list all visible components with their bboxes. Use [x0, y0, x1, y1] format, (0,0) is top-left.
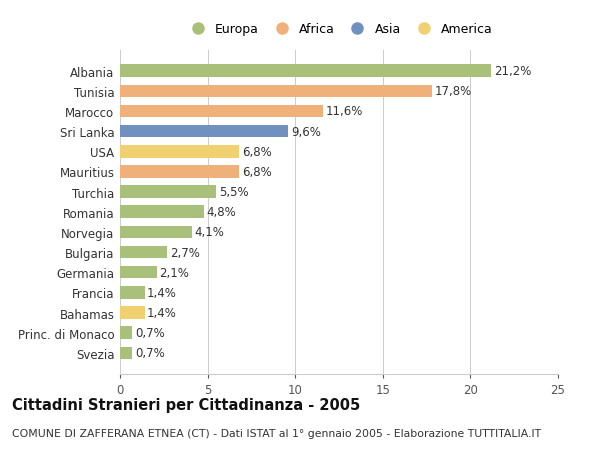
Text: 2,1%: 2,1% — [160, 266, 189, 279]
Text: 17,8%: 17,8% — [434, 85, 472, 98]
Text: 9,6%: 9,6% — [291, 125, 320, 138]
Text: 0,7%: 0,7% — [135, 347, 164, 359]
Text: 5,5%: 5,5% — [219, 186, 248, 199]
Bar — [120, 65, 491, 78]
Text: 1,4%: 1,4% — [147, 286, 177, 299]
Bar — [120, 246, 167, 259]
Bar — [120, 146, 239, 158]
Text: 4,8%: 4,8% — [207, 206, 236, 219]
Text: 6,8%: 6,8% — [242, 146, 272, 158]
Bar — [120, 106, 323, 118]
Bar — [120, 186, 217, 198]
Text: Cittadini Stranieri per Cittadinanza - 2005: Cittadini Stranieri per Cittadinanza - 2… — [12, 397, 360, 412]
Bar — [120, 226, 192, 239]
Bar — [120, 85, 432, 98]
Legend: Europa, Africa, Asia, America: Europa, Africa, Asia, America — [181, 20, 497, 40]
Bar — [120, 266, 157, 279]
Bar — [120, 166, 239, 178]
Text: 2,7%: 2,7% — [170, 246, 200, 259]
Text: 1,4%: 1,4% — [147, 307, 177, 319]
Text: 4,1%: 4,1% — [194, 226, 224, 239]
Bar — [120, 327, 132, 339]
Text: 6,8%: 6,8% — [242, 166, 272, 179]
Text: COMUNE DI ZAFFERANA ETNEA (CT) - Dati ISTAT al 1° gennaio 2005 - Elaborazione TU: COMUNE DI ZAFFERANA ETNEA (CT) - Dati IS… — [12, 428, 541, 438]
Bar — [120, 206, 204, 218]
Text: 21,2%: 21,2% — [494, 65, 532, 78]
Bar — [120, 347, 132, 359]
Text: 0,7%: 0,7% — [135, 326, 164, 340]
Bar — [120, 286, 145, 299]
Bar — [120, 307, 145, 319]
Bar — [120, 126, 288, 138]
Text: 11,6%: 11,6% — [326, 105, 363, 118]
